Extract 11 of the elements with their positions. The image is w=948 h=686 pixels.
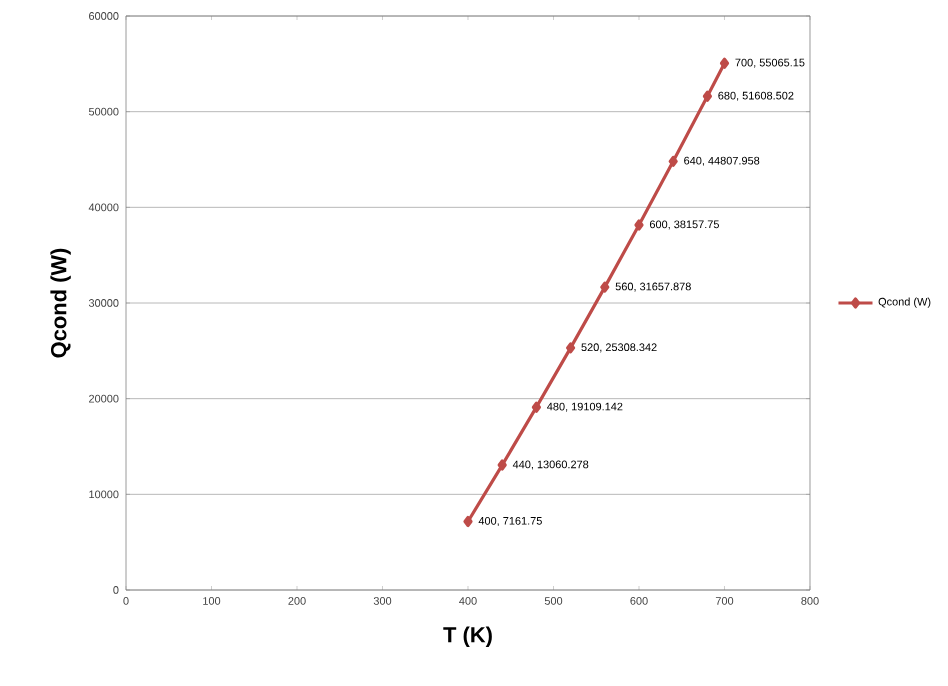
point xyxy=(565,342,576,354)
point xyxy=(668,155,678,167)
point xyxy=(719,57,730,69)
point xyxy=(463,515,473,528)
point xyxy=(702,90,712,102)
x-axis-title: T (K) xyxy=(443,626,492,647)
point xyxy=(531,401,541,413)
point xyxy=(634,219,644,231)
point xyxy=(600,281,610,293)
y-axis-title: Qcond (W) xyxy=(50,248,71,358)
point xyxy=(497,459,507,471)
